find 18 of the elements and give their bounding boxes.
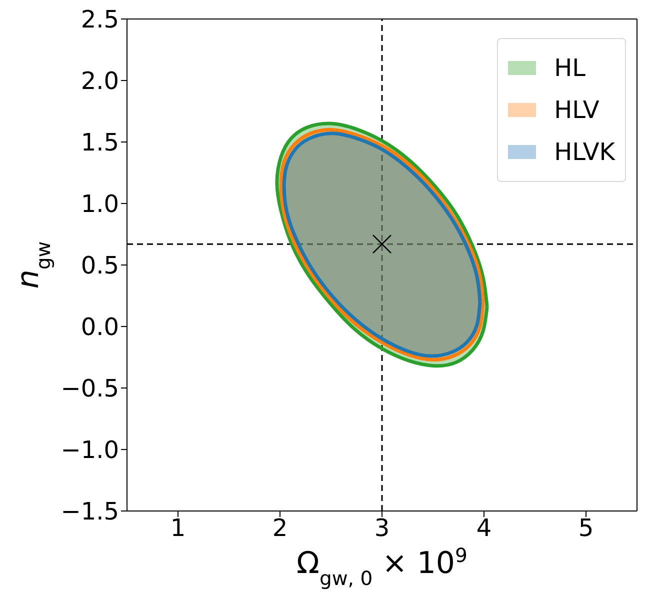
y-tick-label: −1.0 [60,436,119,464]
legend-label: HL [554,54,586,82]
x-tick-label: 2 [272,514,288,542]
y-tick-label: 1.0 [80,190,119,218]
x-axis-title: Ω$_{gw, 0}$ × 10$^{9}$ [296,544,468,590]
y-tick-label: −1.5 [60,498,119,526]
x-tick-label: 3 [374,514,390,542]
y-tick-label: 1.5 [80,128,119,157]
x-tick-label: 4 [476,514,492,542]
y-tick-label: 2.5 [80,6,119,34]
y-tick-label: 0.5 [80,252,119,280]
legend-label: HLV [554,96,600,124]
y-tick-label: 0.0 [80,313,119,342]
y-tick-label: −0.5 [60,374,119,403]
y-tick-label: 2.0 [80,67,119,96]
x-tick-label: 1 [170,514,186,542]
legend-label: HLVK [554,138,615,166]
x-tick-label: 5 [578,514,594,542]
